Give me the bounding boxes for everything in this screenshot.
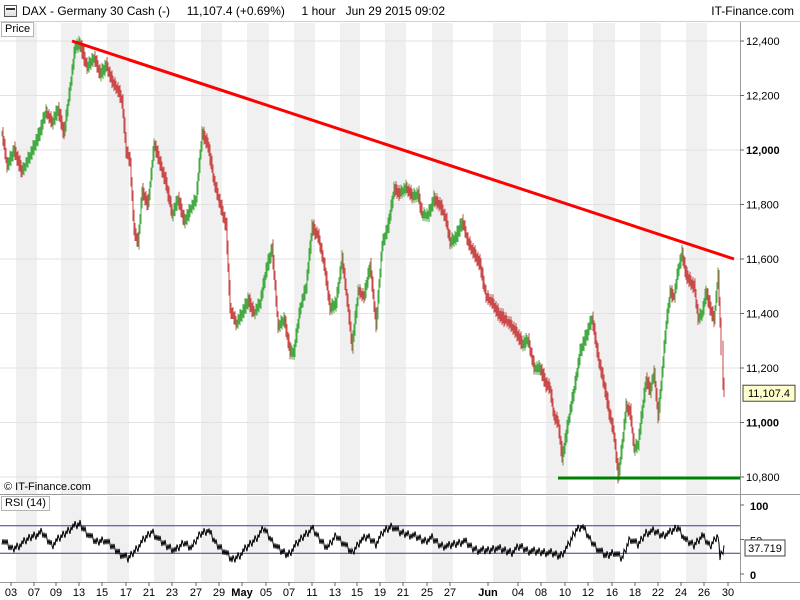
time-tick-label: 08 [535,587,547,599]
day-stripe [340,496,360,582]
time-tick-label: 17 [120,587,132,599]
time-tick-label: 09 [50,587,62,599]
time-tick-label: 05 [260,587,272,599]
price-series [1,36,741,484]
day-stripe [493,496,521,582]
time-tick-label: 13 [329,587,341,599]
rsi-value: 37.719 [748,543,782,555]
title-bar: DAX - Germany 30 Cash (-) 11,107.4 (+0.6… [0,0,800,22]
price-tick-label: 12,000 [746,145,780,157]
time-tick-label: May [231,587,253,599]
day-stripe [593,496,615,582]
day-stripe [201,496,222,582]
day-stripe [432,496,453,582]
time-tick-label: 03 [5,587,17,599]
time-tick-label: 29 [213,587,225,599]
day-stripe [61,496,82,582]
day-stripe [546,496,568,582]
day-stripe [247,496,269,582]
price-tick-label: 12,400 [746,36,780,48]
day-stripe [154,496,175,582]
price-tick-label: 11,200 [746,363,779,375]
day-stripe [385,496,406,582]
time-tick-label: 16 [606,587,618,599]
rsi-line [1,519,725,563]
price-tick-label: 11,600 [746,254,779,266]
time-tick-label: 19 [374,587,386,599]
time-tick-label: 21 [397,587,409,599]
time-tick-label: 26 [698,587,710,599]
brand-label: IT-Finance.com [711,4,794,18]
price-tick-label: 11,400 [746,309,779,321]
price-tick-label: 12,200 [746,91,780,103]
time-tick-label: 18 [629,587,641,599]
rsi-value-tag [744,539,786,557]
time-tick-label: 04 [512,587,524,599]
time-tick-label: 23 [166,587,178,599]
copyright-label: © IT-Finance.com [4,481,91,493]
time-tick-label: 21 [143,587,155,599]
time-tick-label: 25 [421,587,433,599]
time-tick-label: 22 [652,587,664,599]
rsi-panel-label: RSI (14) [1,496,50,511]
time-tick-label: 24 [675,587,687,599]
trendline [71,39,735,261]
time-tick-label: 13 [73,587,85,599]
rsi-tick-label: 100 [750,501,768,513]
time-tick-label: 12 [582,587,594,599]
time-tick-label: 27 [190,587,202,599]
rsi-tick-label: 0 [750,570,756,582]
price-tick-label: 10,800 [746,472,780,484]
time-tick-label: 27 [444,587,456,599]
time-tick-label: 15 [96,587,108,599]
axes: 12,400 12,200 12,000 11,800 11,600 11,400 11,2… [0,22,800,599]
chart-title: DAX - Germany 30 Cash (-) 11,107.4 (+0.6… [22,4,446,18]
rsi-series [0,519,740,563]
day-stripe [640,496,661,582]
time-tick-label: Jun [478,587,498,599]
price-panel-label: Price [1,22,35,37]
last-price-value: 11,107.4 [748,388,790,400]
time-tick-label: 11 [306,587,317,599]
price-tick-label: 11,000 [746,418,779,430]
grid-layer [0,23,740,582]
time-tick-label: 10 [559,587,571,599]
window-icon[interactable] [4,5,17,17]
last-price-tag [742,384,796,402]
day-stripe [294,496,315,582]
time-tick-label: 15 [351,587,363,599]
price-tick-label: 11,800 [746,200,779,212]
time-tick-label: 07 [283,587,295,599]
time-tick-label: 07 [28,587,40,599]
time-tick-label: 30 [722,587,734,599]
day-stripe [107,496,129,582]
